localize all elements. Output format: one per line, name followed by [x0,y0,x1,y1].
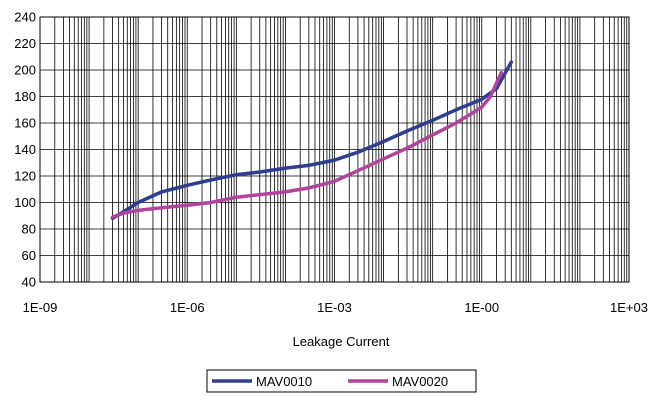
y-tick-label: 80 [22,222,36,237]
x-tick-label: 1E-00 [464,300,499,315]
legend: MAV0010 MAV0020 [206,369,477,393]
x-tick-label: 1E-03 [317,300,352,315]
series-line-mav0010 [110,60,514,221]
x-tick-label: 1E+03 [610,300,648,315]
gridlines [40,17,629,282]
y-tick-label: 40 [22,275,36,290]
legend-label-mav0010: MAV0010 [256,374,312,389]
legend-label-mav0020: MAV0020 [392,374,448,389]
plot-area-border [39,16,630,283]
y-axis-tick-labels: 40 60 80 100 120 140 160 180 200 220 240 [14,10,36,290]
x-axis-title: Leakage Current [293,334,390,349]
y-tick-label: 240 [14,10,36,25]
y-tick-label: 200 [14,63,36,78]
series-line-mav0020 [110,70,504,219]
x-tick-label: 1E-06 [170,300,205,315]
y-tick-label: 60 [22,248,36,263]
y-tick-label: 100 [14,195,36,210]
y-tick-label: 160 [14,116,36,131]
y-tick-label: 180 [14,89,36,104]
y-tick-label: 120 [14,169,36,184]
x-tick-label: 1E-09 [23,300,58,315]
y-tick-label: 220 [14,36,36,51]
series-lines [110,60,514,221]
y-tick-label: 140 [14,142,36,157]
legend-box [206,369,477,393]
x-axis-tick-labels: 1E-09 1E-06 1E-03 1E-00 1E+03 [23,300,648,315]
